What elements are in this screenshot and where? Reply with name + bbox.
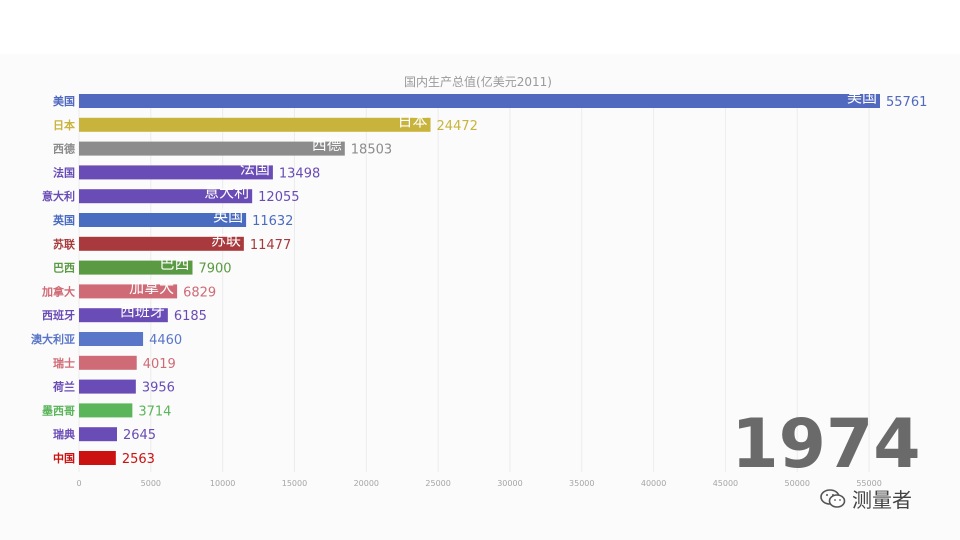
x-tick-label: 10000 bbox=[210, 479, 235, 488]
bar bbox=[79, 236, 244, 251]
x-tick-label: 5000 bbox=[141, 479, 161, 488]
value-label: 6185 bbox=[174, 309, 207, 324]
value-label: 12055 bbox=[258, 190, 299, 205]
x-tick-label: 40000 bbox=[641, 479, 666, 488]
category-label: 法国 bbox=[53, 165, 75, 179]
bar-row: 加拿大 加拿大 6829 bbox=[41, 278, 216, 300]
bar-row: 瑞士 4019 bbox=[53, 355, 176, 372]
value-label: 11477 bbox=[250, 238, 291, 253]
category-label: 日本 bbox=[53, 118, 75, 132]
watermark: 测量者 bbox=[820, 484, 912, 513]
bar bbox=[79, 308, 168, 323]
category-label: 加拿大 bbox=[41, 284, 75, 298]
bar-layer: 美国 美国 55761日本 日本 24472西德 西德 18503法国 法国 13498意大利意… bbox=[31, 88, 927, 467]
category-label: 澳大利亚 bbox=[31, 332, 75, 346]
bar-row: 荷兰 3956 bbox=[52, 379, 175, 396]
bar bbox=[79, 117, 431, 132]
category-label: 西班牙 bbox=[42, 308, 75, 322]
x-tick-label: 45000 bbox=[713, 479, 738, 488]
wechat-icon bbox=[820, 488, 846, 509]
bar-inner-label: 西德 bbox=[312, 136, 342, 154]
bar bbox=[79, 427, 117, 442]
bar-row: 澳大利亚 4460 bbox=[31, 332, 182, 348]
x-axis-ticks: 0 5000 10000 15000 20000 25000 30000 35000 40000… bbox=[76, 479, 881, 488]
value-label: 13498 bbox=[279, 166, 320, 181]
chart-title: 国内生产总值(亿美元2011) bbox=[404, 74, 552, 89]
category-label: 荷兰 bbox=[52, 380, 75, 394]
watermark-text: 测量者 bbox=[852, 488, 912, 512]
value-label: 18503 bbox=[351, 143, 392, 158]
category-label: 西德 bbox=[53, 142, 75, 156]
bar-row: 瑞典 2645 bbox=[53, 427, 156, 443]
x-tick-label: 0 bbox=[76, 479, 81, 488]
bar-inner-label: 意大利 bbox=[204, 183, 249, 201]
bar-row: 苏联 苏联 11477 bbox=[53, 231, 291, 253]
bar bbox=[79, 189, 253, 204]
bar-row: 日本 日本 24472 bbox=[53, 112, 478, 134]
value-label: 4460 bbox=[149, 333, 182, 348]
bar-inner-label: 法国 bbox=[240, 159, 270, 177]
value-label: 55761 bbox=[886, 95, 927, 110]
category-label: 墨西哥 bbox=[42, 404, 75, 417]
category-label: 美国 bbox=[53, 94, 75, 108]
category-label: 中国 bbox=[53, 451, 75, 465]
bar-inner-label: 加拿大 bbox=[129, 278, 174, 296]
bar-row: 意大利 意大利 12055 bbox=[42, 183, 300, 205]
value-label: 7900 bbox=[198, 262, 231, 277]
value-label: 11632 bbox=[252, 214, 293, 229]
year-label: 1974 bbox=[731, 405, 920, 484]
bar bbox=[79, 284, 178, 299]
top-blank-area bbox=[0, 0, 960, 54]
x-tick-label: 55000 bbox=[856, 479, 881, 488]
x-tick-label: 35000 bbox=[569, 479, 594, 488]
bar-inner-label: 苏联 bbox=[211, 231, 241, 249]
bar-row: 法国 法国 13498 bbox=[53, 159, 320, 181]
x-tick-label: 50000 bbox=[785, 479, 810, 488]
bar-inner-label: 西班牙 bbox=[120, 302, 165, 320]
bar bbox=[79, 260, 193, 275]
bar-inner-label: 日本 bbox=[398, 112, 428, 130]
bar bbox=[79, 141, 345, 156]
category-label: 瑞典 bbox=[53, 427, 75, 441]
bar bbox=[79, 379, 136, 394]
x-tick-label: 15000 bbox=[282, 479, 307, 488]
category-label: 巴西 bbox=[53, 262, 75, 275]
value-label: 24472 bbox=[437, 119, 478, 134]
bar bbox=[79, 451, 116, 465]
value-label: 4019 bbox=[143, 357, 176, 372]
value-label: 2645 bbox=[123, 428, 156, 443]
bar bbox=[79, 165, 273, 180]
bar bbox=[79, 355, 137, 370]
value-label: 6829 bbox=[183, 285, 216, 300]
grid-lines bbox=[78, 94, 870, 472]
bar bbox=[79, 332, 144, 346]
category-label: 英国 bbox=[52, 213, 75, 227]
category-label: 苏联 bbox=[53, 237, 75, 251]
bar-inner-label: 巴西 bbox=[159, 255, 189, 273]
x-tick-label: 25000 bbox=[425, 479, 450, 488]
bar-row: 西德 西德 18503 bbox=[53, 136, 392, 158]
bar-inner-label: 美国 bbox=[847, 88, 877, 106]
category-label: 意大利 bbox=[42, 189, 75, 203]
value-label: 2563 bbox=[122, 452, 155, 467]
value-label: 3714 bbox=[138, 404, 171, 419]
bar-row: 巴西 巴西 7900 bbox=[53, 255, 232, 277]
bar-inner-label: 英国 bbox=[213, 207, 243, 225]
bar-row: 中国 2563 bbox=[53, 451, 155, 467]
x-tick-label: 20000 bbox=[354, 479, 379, 488]
value-label: 3956 bbox=[142, 381, 175, 396]
bar-row: 英国 英国 11632 bbox=[52, 207, 293, 229]
x-tick-label: 30000 bbox=[497, 479, 522, 488]
bar bbox=[79, 94, 880, 108]
bar bbox=[79, 403, 133, 418]
bar bbox=[79, 213, 247, 227]
bar-row: 墨西哥 3714 bbox=[42, 403, 171, 419]
category-label: 瑞士 bbox=[53, 356, 75, 370]
bar-row: 美国 美国 55761 bbox=[53, 88, 927, 110]
bar-row: 西班牙 西班牙 6185 bbox=[42, 302, 207, 324]
